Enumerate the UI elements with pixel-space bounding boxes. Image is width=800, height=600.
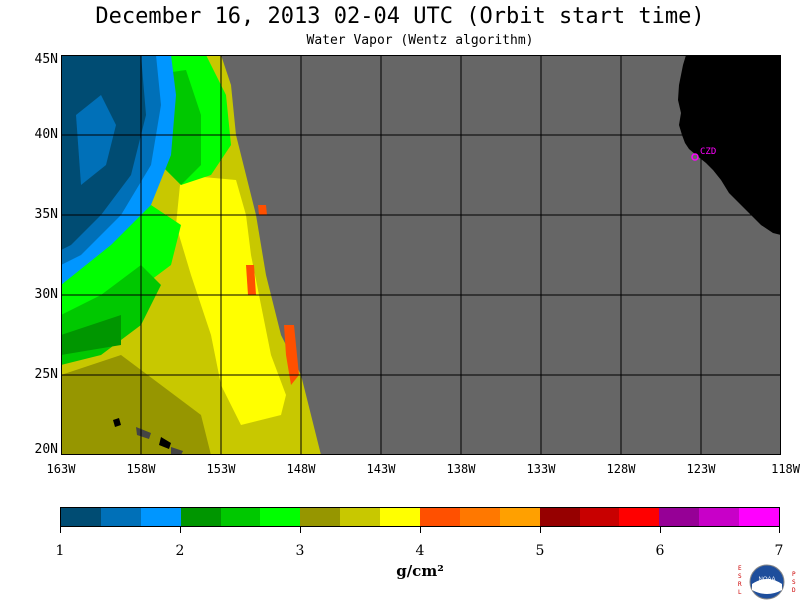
land-area <box>678 55 781 235</box>
station-marker <box>691 153 699 161</box>
lat-label-45n: 45N <box>34 52 58 67</box>
map-border <box>61 55 781 455</box>
svg-text:L: L <box>738 589 742 596</box>
colorbar-swatch-10 <box>459 508 500 526</box>
water-vapor-map <box>61 55 781 455</box>
colorbar-swatch-9 <box>420 508 460 526</box>
lon-label-138w: 138W <box>446 462 476 476</box>
lon-label-143w: 143W <box>366 462 396 476</box>
svg-text:P: P <box>792 571 796 578</box>
lon-label-128w: 128W <box>606 462 636 476</box>
svg-text:D: D <box>792 587 796 594</box>
svg-text:NOAA: NOAA <box>758 577 775 583</box>
colorbar-swatch-13 <box>579 508 620 526</box>
lat-label-40n: 40N <box>34 127 58 142</box>
map-grid <box>61 55 781 455</box>
colorbar-label-3: 3 <box>295 543 305 559</box>
lat-label-25n: 25N <box>34 367 58 382</box>
colorbar-swatch-16 <box>699 508 740 526</box>
colorbar-swatch-15 <box>659 508 700 526</box>
lat-label-35n: 35N <box>34 207 58 222</box>
page-subtitle: Water Vapor (Wentz algorithm) <box>306 33 534 48</box>
colorbar-swatch-3 <box>180 508 221 526</box>
colorbar-swatch-17 <box>739 508 780 526</box>
svg-text:E: E <box>738 565 742 572</box>
colorbar-swatch-2 <box>140 508 181 526</box>
colorbar-unit: g/cm² <box>396 562 444 580</box>
colorbar-swatch-4 <box>220 508 261 526</box>
svg-text:R: R <box>738 581 742 588</box>
lon-label-118w: 118W <box>771 462 800 476</box>
svg-text:S: S <box>738 573 742 580</box>
lon-label-158w: 158W <box>126 462 156 476</box>
lat-label-20n: 20N <box>34 442 58 457</box>
colorbar-label-7: 7 <box>774 543 784 559</box>
lon-label-163w: 163W <box>46 462 76 476</box>
lon-label-153w: 153W <box>206 462 236 476</box>
colorbar-label-5: 5 <box>535 543 545 559</box>
colorbar-swatch-1 <box>100 508 141 526</box>
colorbar-label-2: 2 <box>175 543 185 559</box>
colorbar-swatch-12 <box>539 508 580 526</box>
colorbar-swatch-11 <box>499 508 540 526</box>
colorbar-swatch-0 <box>61 508 101 526</box>
lon-label-133w: 133W <box>526 462 556 476</box>
station-label: CZD <box>700 147 717 157</box>
colorbar-label-6: 6 <box>655 543 665 559</box>
colorbar-swatch-6 <box>300 508 341 526</box>
lon-label-148w: 148W <box>286 462 316 476</box>
colorbar-label-1: 1 <box>55 543 65 559</box>
colorbar-swatch-8 <box>380 508 421 526</box>
colorbar-swatch-5 <box>260 508 301 526</box>
page-title: December 16, 2013 02-04 UTC (Orbit start… <box>95 4 705 29</box>
colorbar <box>60 507 780 527</box>
lon-label-123w: 123W <box>686 462 716 476</box>
lat-label-30n: 30N <box>34 287 58 302</box>
colorbar-label-4: 4 <box>415 543 425 559</box>
vapor-swath <box>61 55 321 455</box>
svg-text:S: S <box>792 579 796 586</box>
colorbar-swatch-14 <box>619 508 660 526</box>
colorbar-swatch-7 <box>340 508 381 526</box>
